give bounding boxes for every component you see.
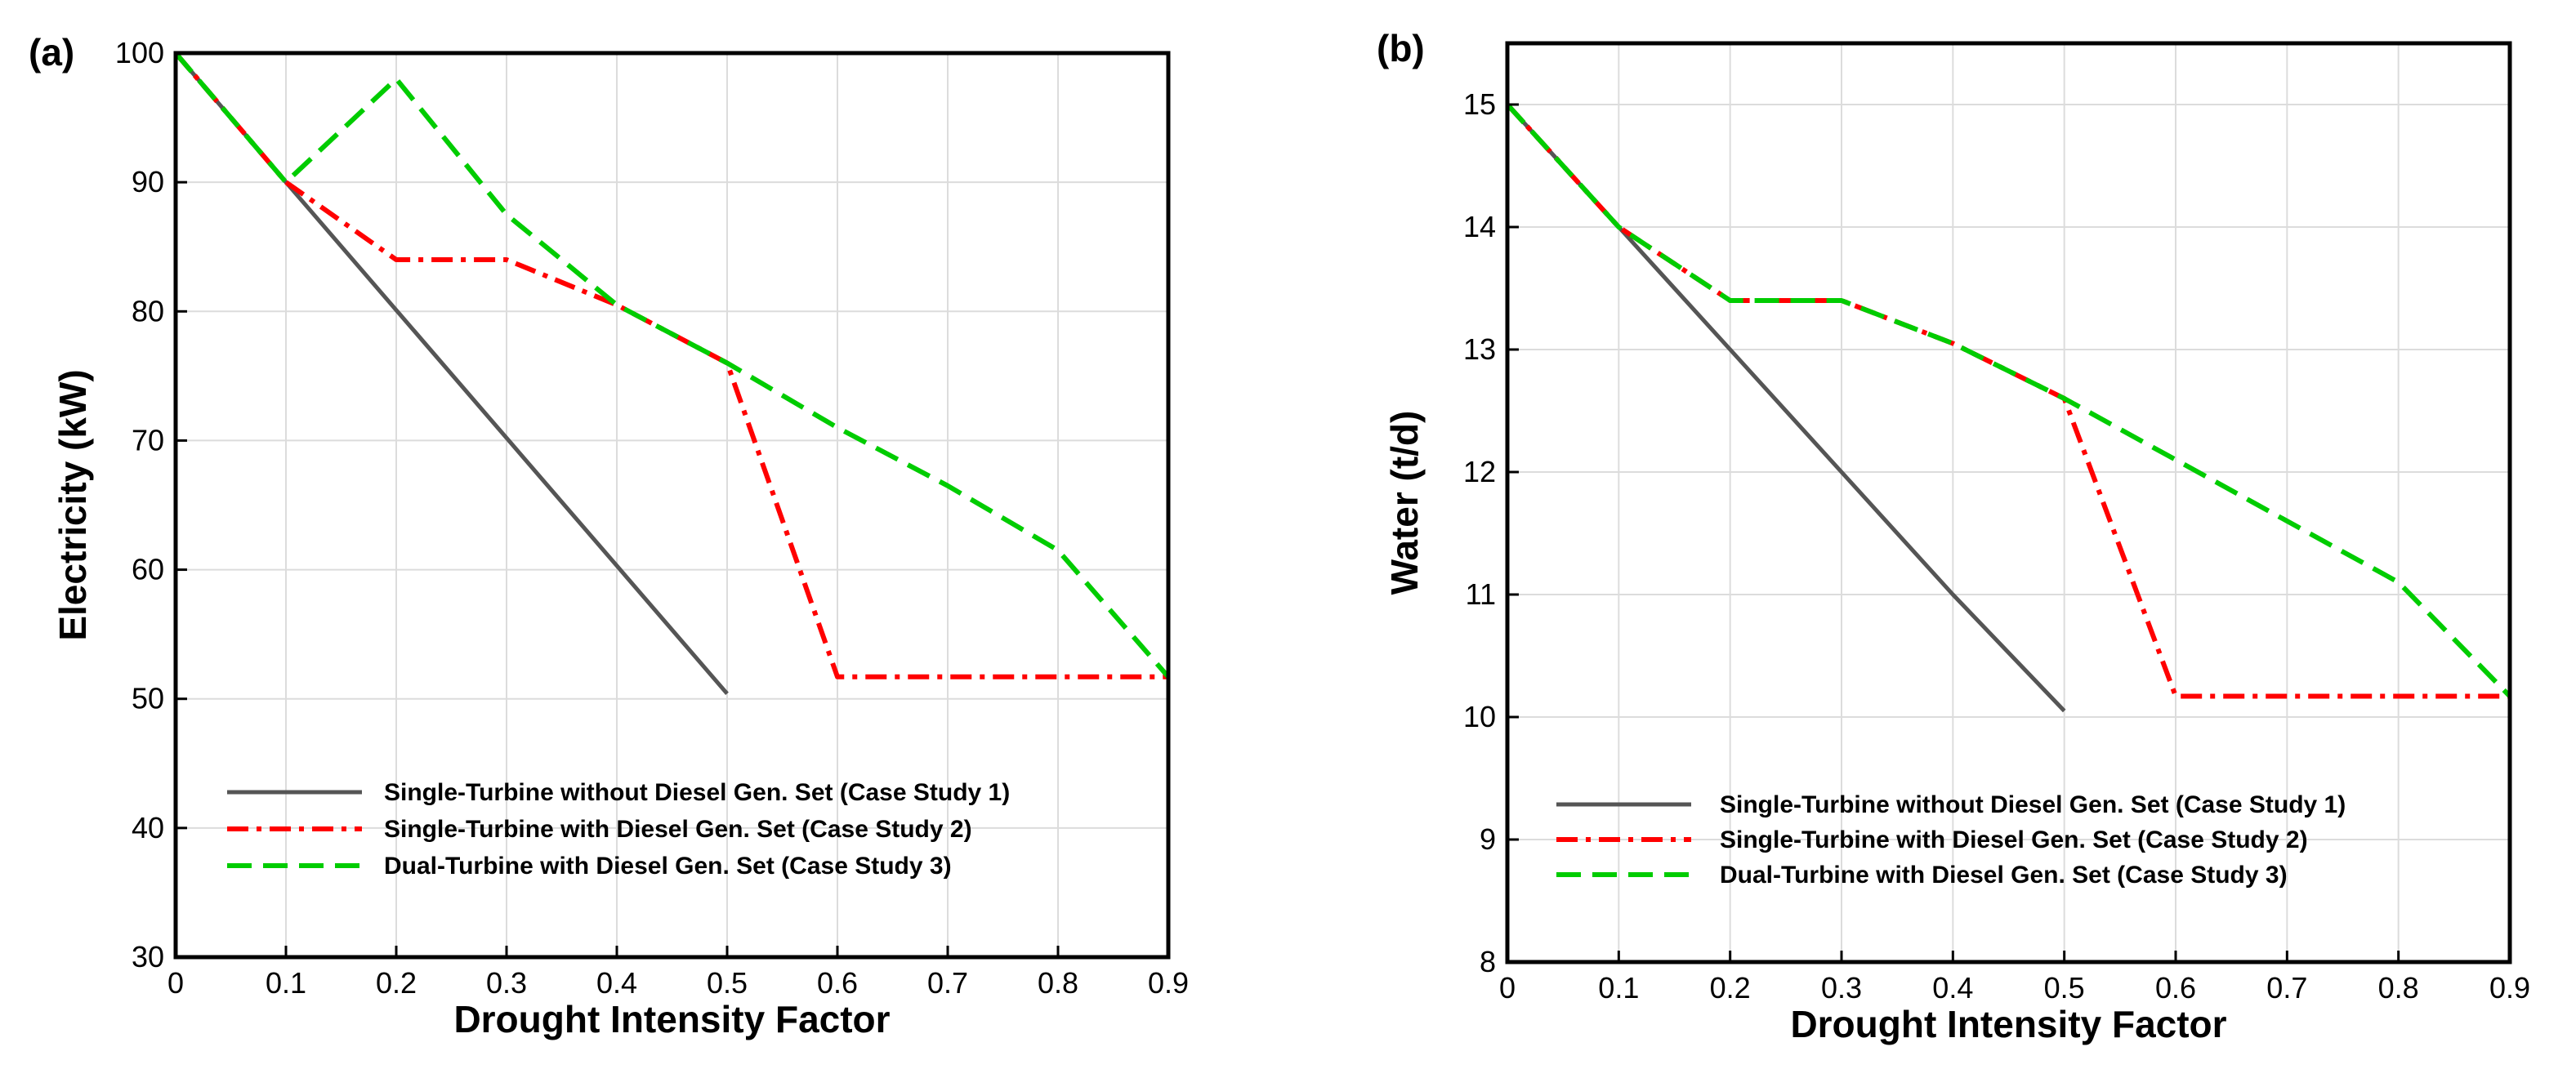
y-tick-label: 12: [1463, 455, 1496, 488]
x-tick-label: 0.6: [2155, 971, 2196, 1004]
y-tick-label: 80: [132, 294, 164, 327]
y-axis-title: Electricity (kW): [51, 369, 94, 640]
x-tick-label: 0.4: [596, 966, 637, 1000]
series-line-case-study-3: [173, 51, 1171, 679]
legend-label-case-study-3: Dual-Turbine with Diesel Gen. Set (Case …: [384, 853, 952, 880]
panel-label: (a): [29, 31, 74, 74]
x-tick-label: 0.8: [2378, 971, 2419, 1004]
y-tick-label: 11: [1466, 577, 1496, 611]
y-tick-label: 50: [132, 682, 164, 715]
x-tick-label: 0.1: [266, 966, 306, 1000]
legend-label-case-study-2: Single-Turbine with Diesel Gen. Set (Cas…: [1720, 826, 2308, 853]
x-tick-label: 0.3: [1821, 971, 1862, 1004]
x-tick-label: 0.5: [707, 966, 748, 1000]
y-tick-label: 13: [1463, 332, 1496, 366]
x-tick-label: 0.9: [1148, 966, 1189, 1000]
y-tick-label: 70: [132, 423, 164, 457]
plot-frame: [1505, 41, 2512, 964]
plot-frame: [173, 51, 1171, 960]
panel-label: (b): [1377, 27, 1425, 69]
x-tick-label: 0.7: [2266, 971, 2307, 1004]
x-tick-label: 0.8: [1038, 966, 1078, 1000]
legend-label-case-study-2: Single-Turbine with Diesel Gen. Set (Cas…: [384, 816, 972, 843]
x-tick-label: 0.7: [927, 966, 968, 1000]
x-tick-label: 0.3: [486, 966, 527, 1000]
y-tick-label: 60: [132, 553, 164, 586]
series-line-case-study-3: [1505, 102, 2512, 698]
y-tick-label: 14: [1463, 210, 1496, 243]
x-tick-label: 0.2: [376, 966, 417, 1000]
y-tick-label: 8: [1480, 945, 1496, 978]
y-tick-label: 40: [132, 811, 164, 844]
x-tick-label: 0.6: [817, 966, 858, 1000]
y-tick-label: 90: [132, 165, 164, 198]
y-tick-label: 100: [115, 36, 164, 69]
x-tick-label: 0: [167, 966, 184, 1000]
panel-a-electricity-chart: 0 0.1 0.2 0.3 0.4 0.5 0.6 0.7 0.8 0.9 30 40 50 60 70 80…: [29, 31, 1189, 1040]
panel-b-water-chart: 0 0.1 0.2 0.3 0.4 0.5 0.6 0.7 0.8 0.9 8 9 10 11 12 13 14…: [1377, 27, 2530, 1045]
x-tick-label: 0.1: [1598, 971, 1639, 1004]
y-tick-label: 15: [1463, 87, 1496, 121]
y-axis-title: Water (t/d): [1383, 411, 1426, 595]
y-tick-label: 30: [132, 940, 164, 973]
x-tick-label: 0.5: [2044, 971, 2085, 1004]
x-tick-label: 0: [1499, 971, 1516, 1004]
legend-label-case-study-1: Single-Turbine without Diesel Gen. Set (…: [1720, 791, 2346, 818]
y-tick-label: 9: [1480, 822, 1496, 856]
legend-label-case-study-1: Single-Turbine without Diesel Gen. Set (…: [384, 779, 1010, 806]
series-line-case-study-2: [1505, 102, 2510, 699]
x-axis-title: Drought Intensity Factor: [1790, 1003, 2226, 1045]
x-tick-label: 0.4: [1932, 971, 1973, 1004]
y-tick-label: 10: [1463, 700, 1496, 733]
x-tick-label: 0.9: [2489, 971, 2530, 1004]
x-tick-label: 0.2: [1710, 971, 1751, 1004]
legend-label-case-study-3: Dual-Turbine with Diesel Gen. Set (Case …: [1720, 862, 2288, 889]
x-axis-title: Drought Intensity Factor: [453, 998, 890, 1040]
